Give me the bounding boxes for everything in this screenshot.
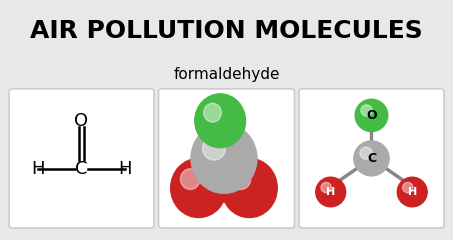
Circle shape bbox=[316, 177, 346, 207]
Text: H: H bbox=[118, 160, 132, 178]
Circle shape bbox=[222, 158, 277, 217]
Circle shape bbox=[360, 147, 372, 159]
Circle shape bbox=[195, 94, 246, 148]
Text: O: O bbox=[366, 109, 377, 122]
Circle shape bbox=[403, 182, 413, 193]
Text: C: C bbox=[367, 152, 376, 165]
Text: H: H bbox=[326, 187, 335, 197]
Text: H: H bbox=[408, 187, 417, 197]
Text: C: C bbox=[75, 160, 88, 178]
Text: formaldehyde: formaldehyde bbox=[173, 67, 280, 82]
Text: AIR POLLUTION MOLECULES: AIR POLLUTION MOLECULES bbox=[30, 19, 423, 43]
Circle shape bbox=[361, 105, 372, 116]
Text: H: H bbox=[31, 160, 45, 178]
Circle shape bbox=[397, 177, 427, 207]
Circle shape bbox=[171, 158, 226, 217]
Circle shape bbox=[180, 169, 200, 189]
Circle shape bbox=[231, 169, 251, 189]
Circle shape bbox=[354, 141, 389, 176]
Circle shape bbox=[191, 123, 257, 193]
Circle shape bbox=[204, 103, 222, 122]
Text: O: O bbox=[74, 112, 89, 130]
Circle shape bbox=[202, 136, 226, 160]
Circle shape bbox=[355, 99, 388, 132]
Circle shape bbox=[321, 182, 332, 193]
